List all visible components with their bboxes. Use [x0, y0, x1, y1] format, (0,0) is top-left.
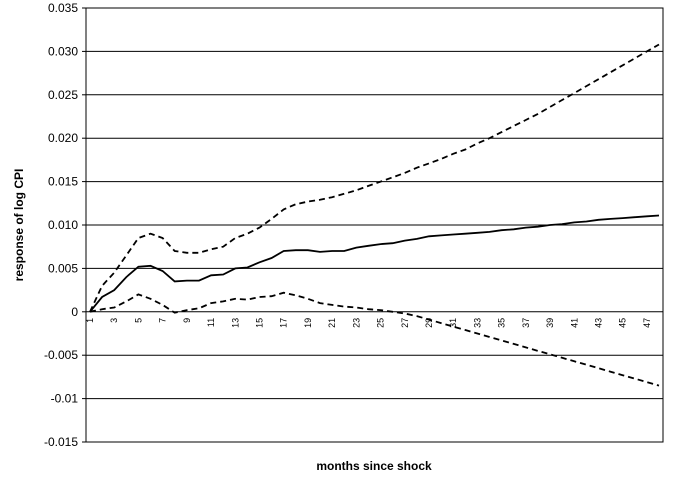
series-line-point-estimate	[89, 214, 660, 313]
x-tick-label: 27	[400, 318, 410, 328]
y-tick-label: 0.010	[48, 218, 78, 232]
x-tick-label: 35	[497, 318, 507, 328]
x-tick-label: 21	[327, 318, 337, 328]
y-axis-label: response of log CPI	[12, 169, 26, 282]
x-tick-label: 3	[109, 318, 119, 323]
series-line-confidence-band-2	[89, 291, 660, 387]
x-tick-label: 7	[158, 318, 168, 323]
x-tick-label: 31	[448, 318, 458, 328]
x-tick-label: 19	[303, 318, 313, 328]
x-tick-label: 11	[206, 318, 216, 327]
y-tick-label: -0.005	[44, 348, 78, 362]
y-tick-label: 0.015	[48, 175, 78, 189]
y-tick-label: -0.015	[44, 435, 78, 449]
x-tick-label: 13	[230, 318, 240, 328]
x-tick-label: 45	[618, 318, 628, 328]
y-tick-label: 0	[71, 305, 78, 319]
x-tick-label: 5	[133, 318, 143, 323]
x-tick-label: 15	[254, 318, 264, 328]
y-tick-label: 0.020	[48, 131, 78, 145]
gridlines	[86, 7, 663, 443]
y-tick-label: 0.035	[48, 1, 78, 15]
series-lines	[89, 43, 660, 387]
x-tick-label: 43	[593, 318, 603, 328]
y-tick-label: -0.01	[51, 392, 79, 406]
series-line-confidence-band-1	[89, 43, 660, 313]
x-tick-label: 25	[376, 318, 386, 328]
x-tick-label: 33	[472, 318, 482, 328]
x-tick-label: 39	[545, 318, 555, 328]
x-tick-label: 37	[521, 318, 531, 328]
y-tick-label: 0.030	[48, 44, 78, 58]
x-tick-label: 41	[569, 318, 579, 328]
x-axis-label: months since shock	[316, 459, 432, 473]
x-tick-label: 17	[279, 318, 289, 328]
x-tick-label: 23	[351, 318, 361, 328]
y-axis-ticks: -0.015 -0.01 -0.005 0 0.005 0.010 0.015 0.020 0.…	[44, 1, 86, 449]
y-tick-label: 0.025	[48, 88, 78, 102]
x-tick-label: 9	[182, 318, 192, 323]
y-tick-label: 0.005	[48, 261, 78, 275]
plot-area-border	[85, 7, 664, 443]
x-axis-ticks: 1 3 5 7 9 11 13 15 17 19 21 23 25 27 29 31 33 35 37 39 41 43 4…	[85, 318, 652, 328]
x-tick-label: 1	[85, 318, 95, 323]
x-tick-label: 47	[642, 318, 652, 328]
x-tick-label: 29	[424, 318, 434, 328]
